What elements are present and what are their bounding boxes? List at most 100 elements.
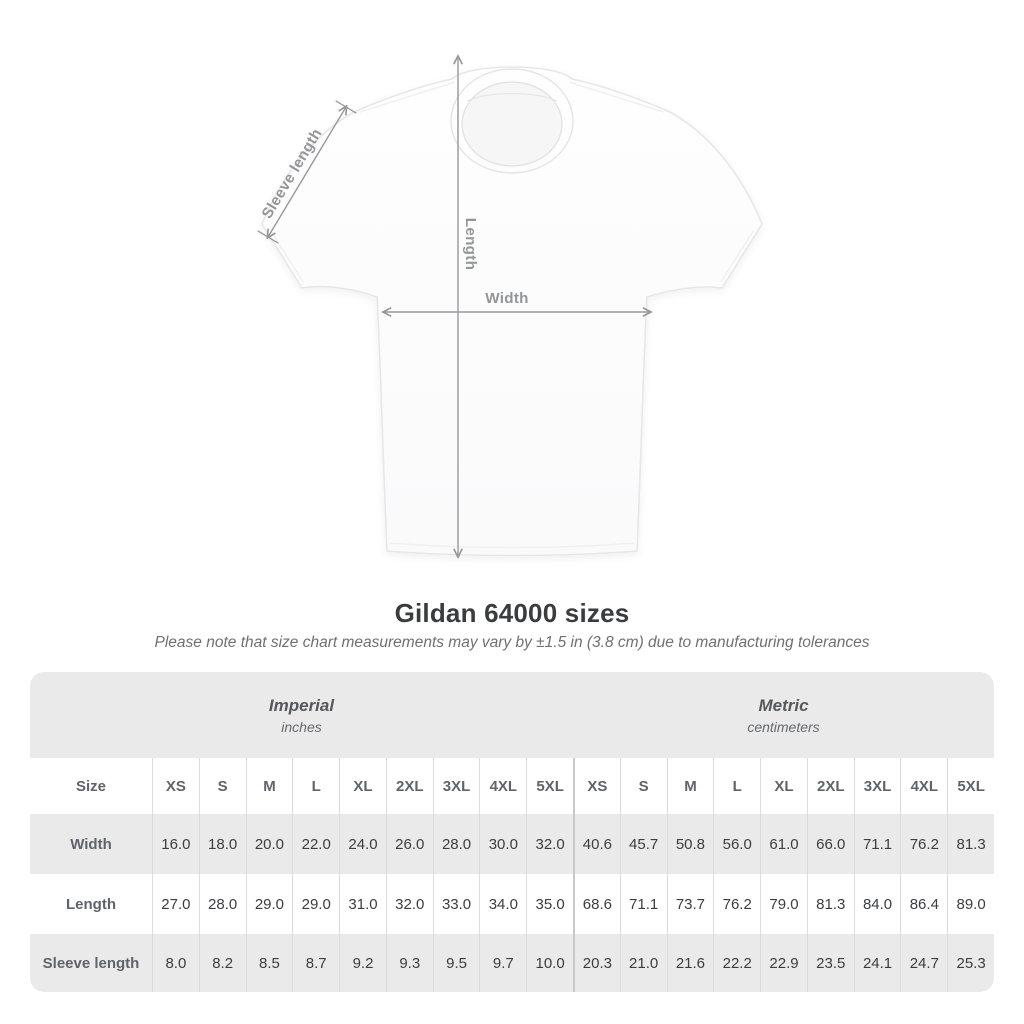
- value-cell: 22.0: [292, 814, 340, 874]
- size-col-header: 4XL: [900, 758, 947, 814]
- value-cell: 20.0: [245, 814, 293, 874]
- value-cell: 22.9: [760, 934, 807, 992]
- value-cell: 76.2: [900, 814, 948, 874]
- size-col-header: 3XL: [432, 758, 480, 814]
- collar-opening: [461, 81, 563, 167]
- value-cell: 33.0: [432, 874, 480, 934]
- tshirt-graphic: [261, 66, 763, 557]
- tolerance-note: Please note that size chart measurements…: [154, 634, 870, 651]
- value-cell: 73.7: [666, 874, 714, 934]
- value-cell: 27.0: [152, 874, 199, 934]
- size-col-header: 3XL: [853, 758, 901, 814]
- value-cell: 16.0: [152, 814, 199, 874]
- value-cell: 8.2: [198, 934, 246, 992]
- value-cell: 9.5: [432, 934, 480, 992]
- value-cell: 71.1: [853, 814, 901, 874]
- value-cell: 35.0: [526, 874, 573, 934]
- value-cell: 66.0: [806, 814, 854, 874]
- size-col-header: L: [713, 758, 760, 814]
- cuff-stitch-right: [720, 230, 754, 283]
- value-cell: 24.7: [900, 934, 948, 992]
- value-cell: 86.4: [900, 874, 947, 934]
- value-cell: 40.6: [573, 814, 620, 874]
- value-cell: 24.0: [339, 814, 386, 874]
- row-label: Sleeve length: [30, 934, 152, 992]
- value-cell: 32.0: [526, 814, 573, 874]
- shoulder-seam-right: [568, 81, 665, 113]
- value-cell: 89.0: [947, 874, 994, 934]
- value-cell: 28.0: [198, 874, 246, 934]
- width-label: Width: [485, 290, 529, 307]
- value-cell: 24.1: [853, 934, 901, 992]
- size-col-header: XL: [760, 758, 807, 814]
- size-col-header: 2XL: [385, 758, 433, 814]
- size-col-header: S: [619, 758, 667, 814]
- value-cell: 26.0: [385, 814, 433, 874]
- size-col-header: 4XL: [479, 758, 526, 814]
- value-cell: 71.1: [619, 874, 667, 934]
- value-cell: 45.7: [619, 814, 667, 874]
- value-cell: 9.7: [479, 934, 527, 992]
- value-cell: 50.8: [666, 814, 714, 874]
- metric-section-header: Metric centimeters: [573, 672, 994, 758]
- size-corner-header: Size: [75, 777, 106, 795]
- value-cell: 31.0: [339, 874, 386, 934]
- value-cell: 20.3: [573, 934, 620, 992]
- value-cell: 84.0: [853, 874, 901, 934]
- size-col-header: XL: [339, 758, 386, 814]
- size-col-header: S: [198, 758, 246, 814]
- size-col-header: L: [292, 758, 339, 814]
- value-cell: 8.7: [292, 934, 340, 992]
- size-col-header: M: [245, 758, 293, 814]
- value-cell: 22.2: [713, 934, 761, 992]
- value-cell: 21.0: [619, 934, 667, 992]
- value-cell: 21.6: [666, 934, 714, 992]
- size-col-header: XS: [573, 758, 620, 814]
- value-cell: 28.0: [432, 814, 480, 874]
- size-col-header: 5XL: [526, 758, 573, 814]
- value-cell: 81.3: [947, 814, 994, 874]
- value-cell: 9.2: [339, 934, 386, 992]
- unit-sublabel: centimeters: [747, 718, 820, 735]
- sleeve-length-tick-bottom: [257, 230, 279, 244]
- value-cell: 29.0: [245, 874, 293, 934]
- size-col-header: 2XL: [806, 758, 854, 814]
- value-cell: 56.0: [713, 814, 761, 874]
- value-cell: 68.6: [573, 874, 620, 934]
- tshirt-diagram: Sleeve length Length Width: [257, 0, 763, 600]
- value-cell: 18.0: [198, 814, 246, 874]
- sleeve-length-tick-top: [335, 100, 357, 114]
- unit-label: Imperial: [268, 695, 335, 715]
- hem-stitch: [389, 542, 635, 549]
- value-cell: 23.5: [806, 934, 854, 992]
- value-cell: 25.3: [947, 934, 994, 992]
- collar-outer: [450, 68, 574, 174]
- row-label: Length: [66, 895, 116, 913]
- value-cell: 79.0: [760, 874, 807, 934]
- value-cell: 8.5: [245, 934, 293, 992]
- value-cell: 76.2: [713, 874, 760, 934]
- value-cell: 10.0: [526, 934, 573, 992]
- shoulder-seam-left: [359, 81, 456, 113]
- value-cell: 8.0: [152, 934, 199, 992]
- value-cell: 29.0: [292, 874, 339, 934]
- size-col-header: XS: [152, 758, 199, 814]
- value-cell: 61.0: [760, 814, 807, 874]
- imperial-section-header: Imperial inches: [30, 672, 573, 758]
- length-label: Length: [462, 218, 479, 270]
- size-col-header: 5XL: [947, 758, 994, 814]
- unit-sublabel: inches: [281, 718, 322, 735]
- value-cell: 30.0: [479, 814, 527, 874]
- size-col-header: M: [666, 758, 714, 814]
- size-table: Imperial inches Metric centimeters Size XS S M L…: [30, 672, 994, 992]
- value-cell: 32.0: [385, 874, 433, 934]
- measurement-annotations: [257, 57, 650, 556]
- value-cell: 9.3: [385, 934, 433, 992]
- collar-back-seam: [466, 92, 558, 102]
- page-title: Gildan 64000 sizes: [394, 598, 630, 628]
- sleeve-length-arrow: [268, 107, 346, 237]
- value-cell: 34.0: [479, 874, 526, 934]
- unit-label: Metric: [758, 695, 809, 715]
- value-cell: 81.3: [806, 874, 854, 934]
